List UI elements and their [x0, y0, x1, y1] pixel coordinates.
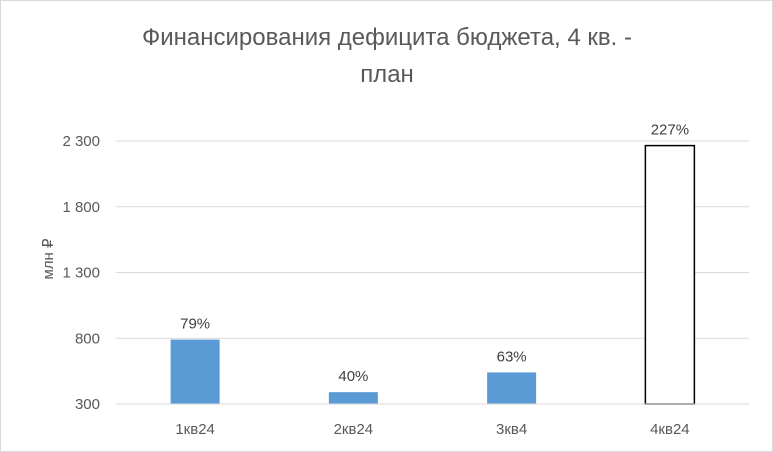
- x-tick-label: 3кв4: [496, 421, 527, 438]
- data-label: 227%: [651, 122, 689, 139]
- x-tick-label: 2кв24: [334, 421, 374, 438]
- y-tick-label: 1 800: [62, 199, 100, 216]
- data-label: 40%: [338, 368, 368, 385]
- y-tick-label: 1 300: [62, 265, 100, 282]
- data-label: 63%: [497, 348, 527, 365]
- y-tick-label: 800: [75, 330, 100, 347]
- bar: [487, 372, 537, 404]
- x-tick-label: 1кв24: [175, 421, 215, 438]
- bar: [328, 392, 378, 404]
- x-tick-label: 4кв24: [650, 421, 690, 438]
- bar: [170, 339, 220, 404]
- bar: [644, 144, 696, 405]
- y-tick-label: 300: [75, 396, 100, 413]
- y-tick-label: 2 300: [62, 133, 100, 150]
- chart-title: Финансирования дефицита бюджета, 4 кв. -…: [142, 24, 632, 88]
- data-label: 79%: [180, 316, 210, 333]
